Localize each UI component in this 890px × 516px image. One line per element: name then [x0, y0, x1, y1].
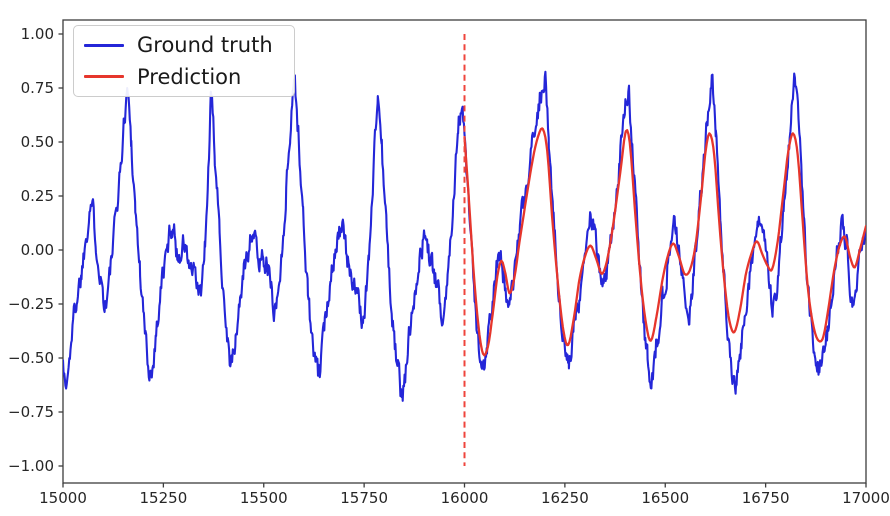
legend: Ground truth Prediction [73, 25, 295, 97]
y-tick-label: −0.75 [8, 403, 54, 421]
legend-item-prediction: Prediction [84, 65, 284, 89]
y-tick-label: 0.50 [21, 133, 54, 151]
x-tick-label: 15250 [140, 489, 188, 507]
x-tick-label: 16250 [541, 489, 589, 507]
ground-truth-line-swatch [84, 43, 124, 47]
y-tick-label: 0.25 [21, 187, 54, 205]
y-tick-label: −0.25 [8, 295, 54, 313]
legend-label-prediction: Prediction [137, 64, 242, 89]
x-tick-label: 15500 [240, 489, 288, 507]
y-tick-label: 0.75 [21, 79, 54, 97]
y-tick-label: −1.00 [8, 457, 54, 475]
prediction-line-swatch [84, 75, 124, 79]
x-tick-label: 17000 [842, 489, 890, 507]
x-tick-label: 16500 [641, 489, 689, 507]
y-tick-label: 0.00 [21, 241, 54, 259]
x-tick-label: 16750 [742, 489, 790, 507]
legend-label-ground-truth: Ground truth [137, 33, 273, 58]
prediction-line [463, 127, 866, 357]
y-tick-label: 1.00 [21, 25, 54, 43]
x-tick-label: 15000 [39, 489, 87, 507]
legend-item-ground-truth: Ground truth [84, 33, 284, 57]
x-tick-label: 16000 [441, 489, 489, 507]
y-tick-label: −0.50 [8, 349, 54, 367]
x-tick-label: 15750 [340, 489, 388, 507]
